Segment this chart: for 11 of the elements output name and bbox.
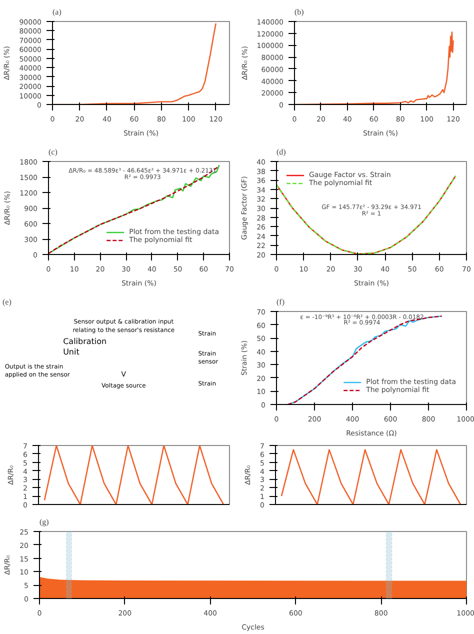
line-series: [280, 449, 462, 504]
chart-title: (d): [276, 148, 286, 156]
chart-title: (f): [276, 298, 285, 306]
line-series: [44, 446, 224, 504]
chart-title: (a): [52, 8, 62, 16]
text: (e): [2, 298, 12, 306]
text: Calibration Unit: [63, 336, 107, 357]
chart-title: (g): [40, 518, 50, 526]
chart-title: (b): [294, 8, 304, 16]
chart-title: (c): [48, 148, 58, 156]
line-series: [287, 316, 442, 404]
